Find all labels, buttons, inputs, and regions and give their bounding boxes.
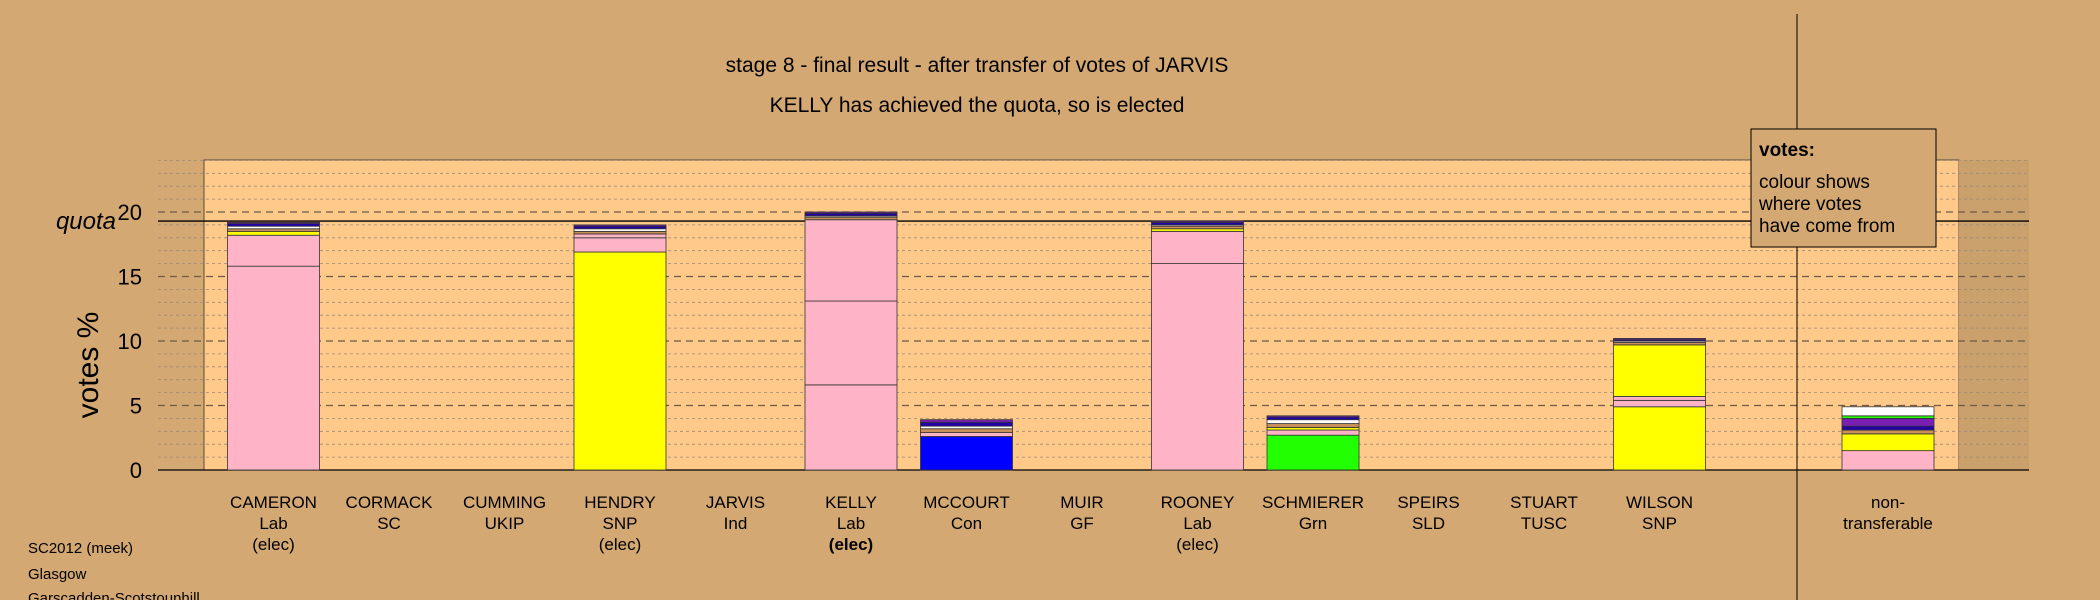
chart-subtitle: KELLY has achieved the quota, so is elec… — [770, 94, 1185, 117]
y-tick-label: 5 — [130, 394, 142, 419]
bar-cameron-segment — [227, 230, 320, 236]
nontransferable-label: non- — [1871, 493, 1905, 512]
bar-nontransferable-segment — [1841, 406, 1935, 417]
candidate-party-wilson: SNP — [1642, 514, 1677, 533]
candidate-party-stuart: TUSC — [1521, 514, 1567, 533]
footer-line-2: Glasgow — [28, 566, 87, 583]
candidate-name-jarvis: JARVIS — [706, 493, 765, 512]
candidate-name-wilson: WILSON — [1626, 493, 1693, 512]
bar-wilson-segment — [1613, 396, 1706, 401]
candidate-status-rooney: (elec) — [1176, 535, 1219, 554]
legend-line-3: have come from — [1759, 216, 1895, 237]
bars — [227, 211, 1935, 471]
bar-schmierer-segment — [1266, 434, 1360, 471]
y-axis: 0 5 10 15 20 — [118, 200, 142, 483]
bar-rooney-segment — [1151, 263, 1244, 471]
candidate-name-kelly: KELLY — [825, 493, 877, 512]
quota-label: quota — [56, 208, 116, 235]
bar-wilson-segment — [1613, 406, 1706, 471]
bar-nontransferable-segment — [1841, 433, 1935, 452]
y-tick-label: 0 — [130, 458, 142, 483]
candidate-status-kelly: (elec) — [829, 535, 873, 554]
bar-hendry-segment — [573, 233, 667, 239]
y-axis-label: votes % — [72, 312, 105, 419]
legend-line-1: colour shows — [1759, 172, 1870, 193]
candidate-party-speirs: SLD — [1412, 514, 1445, 533]
bar-rooney-segment — [1151, 230, 1244, 265]
candidate-party-muir: GF — [1070, 514, 1094, 533]
bar-schmierer-segment — [1266, 423, 1360, 428]
legend-line-2: where votes — [1758, 194, 1861, 215]
legend-title: votes: — [1759, 140, 1815, 161]
y-tick-label: 20 — [118, 200, 142, 225]
bar-kelly-segment — [804, 300, 898, 386]
candidate-name-cumming: CUMMING — [463, 493, 546, 512]
x-axis-labels: CAMERON Lab (elec) CORMACK SC CUMMING UKIP HEND… — [230, 493, 1933, 554]
candidate-name-schmierer: SCHMIERER — [1262, 493, 1364, 512]
candidate-name-mccourt: MCCOURT — [923, 493, 1010, 512]
candidate-party-rooney: Lab — [1183, 514, 1211, 533]
candidate-name-muir: MUIR — [1060, 493, 1103, 512]
bar-cameron-segment — [227, 265, 320, 471]
bar-cameron-segment — [227, 221, 320, 225]
bar-schmierer-segment — [1266, 429, 1360, 436]
candidate-name-cormack: CORMACK — [346, 493, 434, 512]
candidate-name-hendry: HENDRY — [584, 493, 655, 512]
candidate-party-kelly: Lab — [837, 514, 865, 533]
bar-kelly-segment — [804, 219, 898, 302]
bar-wilson-segment — [1613, 344, 1706, 397]
bar-kelly-segment — [804, 384, 898, 471]
y-tick-label: 10 — [118, 329, 142, 354]
bar-schmierer-segment — [1266, 419, 1360, 424]
bar-kelly-segment — [804, 211, 898, 214]
legend: votes: colour shows where votes have com… — [1750, 128, 1937, 248]
chart-title: stage 8 - final result - after transfer … — [726, 54, 1229, 77]
footer-line-1: SC2012 (meek) — [28, 540, 133, 557]
bar-nontransferable-segment — [1841, 429, 1935, 435]
bar-wilson-segment — [1613, 338, 1706, 341]
bar-mccourt-segment — [920, 428, 1013, 433]
candidate-party-jarvis: Ind — [724, 514, 748, 533]
candidate-name-speirs: SPEIRS — [1397, 493, 1459, 512]
candidate-status-cameron: (elec) — [252, 535, 295, 554]
bar-mccourt-segment — [920, 421, 1013, 427]
bar-wilson-segment — [1613, 399, 1706, 408]
candidate-name-stuart: STUART — [1510, 493, 1578, 512]
bar-hendry-segment — [573, 251, 667, 471]
bar-rooney-segment — [1151, 220, 1244, 223]
bar-nontransferable-segment — [1841, 417, 1935, 427]
bar-hendry-segment — [573, 237, 667, 253]
footer-line-3: Garscadden-Scotstounhill — [28, 590, 200, 600]
bar-schmierer-segment — [1266, 415, 1360, 418]
bar-nontransferable-segment — [1841, 425, 1935, 431]
legend-box — [1750, 128, 1937, 248]
candidate-name-rooney: ROONEY — [1161, 493, 1235, 512]
candidate-name-cameron: CAMERON — [230, 493, 317, 512]
candidate-party-cormack: SC — [377, 514, 401, 533]
candidate-status-hendry: (elec) — [599, 535, 642, 554]
bar-cameron-segment — [227, 234, 320, 267]
grid-lines — [158, 159, 2029, 471]
candidate-party-cameron: Lab — [259, 514, 287, 533]
candidate-party-hendry: SNP — [603, 514, 638, 533]
candidate-party-mccourt: Con — [951, 514, 982, 533]
bar-hendry-segment — [573, 224, 667, 227]
nontransferable-label: transferable — [1843, 514, 1933, 533]
y-tick-label: 15 — [118, 265, 142, 290]
bar-mccourt-segment — [920, 432, 1013, 437]
candidate-party-schmierer: Grn — [1299, 514, 1327, 533]
bar-nontransferable-segment — [1841, 450, 1935, 471]
bar-mccourt-segment — [920, 436, 1013, 471]
candidate-party-cumming: UKIP — [485, 514, 525, 533]
bar-mccourt-segment — [920, 419, 1013, 423]
